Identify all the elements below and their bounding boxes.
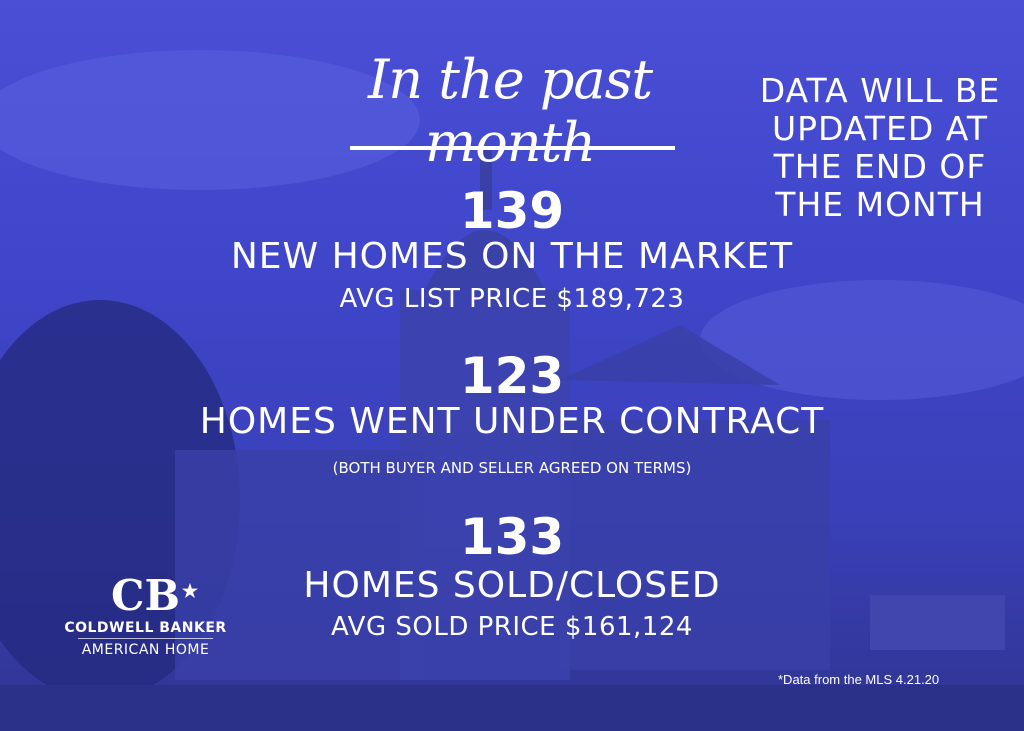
- under-contract-count: 123: [459, 347, 565, 405]
- brand-office: AMERICAN HOME: [78, 638, 213, 658]
- update-notice: DATA WILL BE UPDATED AT THE END OF THE M…: [735, 72, 1024, 224]
- new-listings-count: 139: [459, 182, 565, 240]
- sold-count: 133: [459, 508, 565, 566]
- notice-line: UPDATED AT: [772, 109, 988, 148]
- brand-name: COLDWELL BANKER: [64, 620, 227, 636]
- logo-mark: CB: [111, 571, 180, 620]
- footnote: *Data from the MLS 4.21.20: [778, 672, 940, 687]
- avg-list-price: AVG LIST PRICE $189,723: [339, 284, 685, 314]
- new-listings-label: NEW HOMES ON THE MARKET: [230, 236, 794, 277]
- notice-line: THE END OF: [773, 147, 987, 186]
- headline: In the past month: [367, 48, 653, 174]
- notice-line: DATA WILL BE: [759, 71, 1001, 110]
- star-icon: ★: [181, 581, 198, 602]
- cb-monogram: CB ★: [111, 571, 198, 620]
- coldwell-banker-logo: CB ★ COLDWELL BANKER AMERICAN HOME: [58, 571, 233, 659]
- headline-underline: [350, 146, 675, 150]
- sold-label: HOMES SOLD/CLOSED: [303, 565, 721, 606]
- notice-line: THE MONTH: [775, 185, 985, 224]
- under-contract-note: (BOTH BUYER AND SELLER AGREED ON TERMS): [332, 459, 692, 477]
- avg-sold-price: AVG SOLD PRICE $161,124: [331, 612, 693, 642]
- under-contract-label: HOMES WENT UNDER CONTRACT: [199, 401, 825, 442]
